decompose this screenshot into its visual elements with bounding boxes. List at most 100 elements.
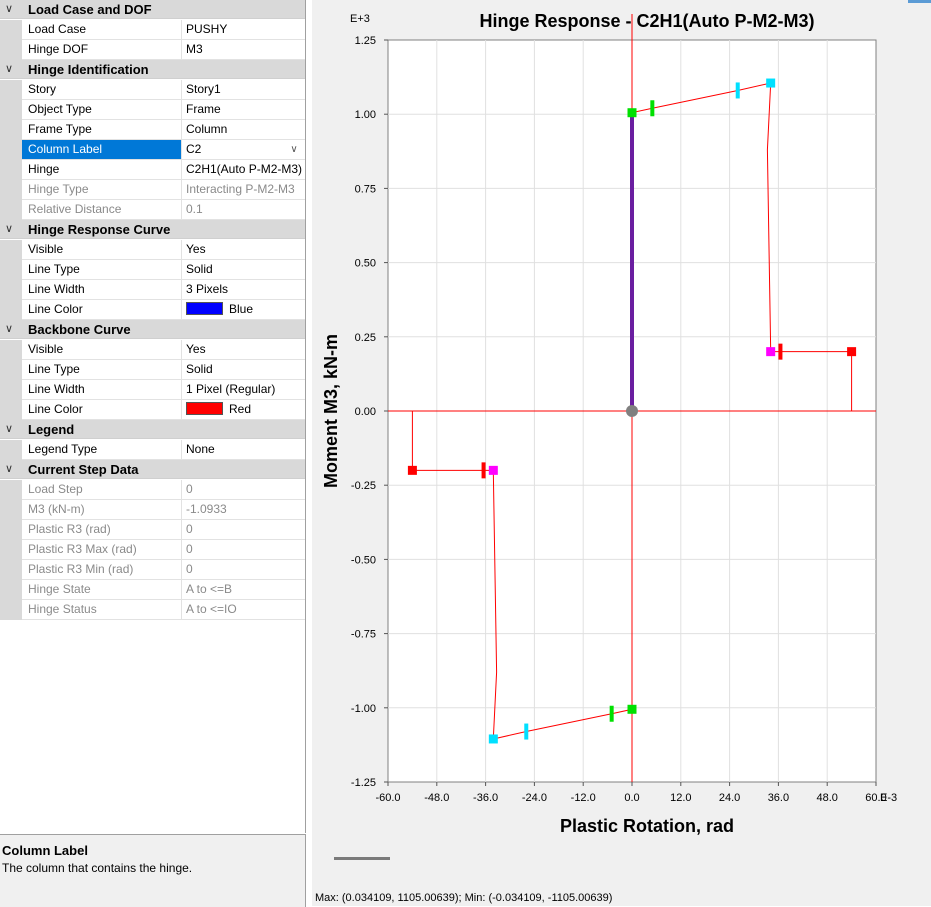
property-row-line-type[interactable]: Line Type Solid: [0, 360, 305, 380]
property-row-visible[interactable]: Visible Yes: [0, 340, 305, 360]
chevron-down-icon[interactable]: ∨: [5, 423, 14, 435]
property-value[interactable]: Yes: [182, 340, 305, 360]
chevron-down-icon[interactable]: ∨: [5, 3, 14, 15]
category-backbone-curve[interactable]: ∨ Backbone Curve: [0, 320, 305, 339]
property-value[interactable]: Red: [182, 400, 305, 420]
property-value[interactable]: M3: [182, 40, 305, 60]
backbone-point-marker: [766, 347, 776, 357]
property-row-line-width[interactable]: Line Width 3 Pixels: [0, 280, 305, 300]
category-label: Load Case and DOF: [28, 2, 152, 17]
panel-splitter-handle[interactable]: [334, 857, 390, 860]
property-value[interactable]: Solid: [182, 260, 305, 280]
property-grid: ∨ Load Case and DOF Load Case PUSHY Hinge DO…: [0, 0, 306, 833]
category-legend[interactable]: ∨ Legend: [0, 420, 305, 439]
property-name: Line Type: [22, 360, 182, 380]
property-row-plastic-r3-max-rad[interactable]: Plastic R3 Max (rad) 0: [0, 540, 305, 560]
x-tick-label: 48.0: [816, 792, 837, 804]
property-name: Hinge DOF: [22, 40, 182, 60]
property-row-legend-type[interactable]: Legend Type None: [0, 440, 305, 460]
backbone-point-marker: [766, 78, 776, 88]
property-name: Plastic R3 Max (rad): [22, 540, 182, 560]
property-value[interactable]: Blue: [182, 300, 305, 320]
property-row-hinge[interactable]: Hinge C2H1(Auto P-M2-M3): [0, 160, 305, 180]
property-row-line-color[interactable]: Line Color Red: [0, 400, 305, 420]
property-row-line-width[interactable]: Line Width 1 Pixel (Regular): [0, 380, 305, 400]
property-value[interactable]: C2H1(Auto P-M2-M3): [182, 160, 305, 180]
chevron-down-icon[interactable]: ∨: [5, 323, 14, 335]
property-row-line-color[interactable]: Line Color Blue: [0, 300, 305, 320]
x-tick-label: -36.0: [473, 792, 498, 804]
property-row-hinge-type[interactable]: Hinge Type Interacting P-M2-M3: [0, 180, 305, 200]
property-row-hinge-status[interactable]: Hinge Status A to <=IO: [0, 600, 305, 620]
property-row-load-step[interactable]: Load Step 0: [0, 480, 305, 500]
y-axis-title: Moment M3, kN-m: [321, 334, 341, 488]
property-value: 0.1: [182, 200, 305, 220]
row-gutter: [0, 540, 22, 560]
property-row-story[interactable]: Story Story1: [0, 80, 305, 100]
property-value[interactable]: Solid: [182, 360, 305, 380]
property-row-visible[interactable]: Visible Yes: [0, 240, 305, 260]
property-value[interactable]: 3 Pixels: [182, 280, 305, 300]
category-load-case-and-dof[interactable]: ∨ Load Case and DOF: [0, 0, 305, 19]
x-tick-label: 12.0: [670, 792, 691, 804]
chevron-down-icon[interactable]: ∨: [5, 463, 14, 475]
row-gutter: [0, 20, 22, 40]
property-value[interactable]: Yes: [182, 240, 305, 260]
property-name: Column Label: [22, 140, 182, 160]
property-name: Object Type: [22, 100, 182, 120]
property-name: Story: [22, 80, 182, 100]
row-gutter: [0, 340, 22, 360]
property-row-hinge-state[interactable]: Hinge State A to <=B: [0, 580, 305, 600]
chevron-down-icon[interactable]: ∨: [5, 223, 14, 235]
property-value: A to <=IO: [182, 600, 305, 620]
property-value[interactable]: Frame: [182, 100, 305, 120]
chevron-down-icon[interactable]: ∨: [5, 63, 14, 75]
property-row-frame-type[interactable]: Frame Type Column: [0, 120, 305, 140]
property-name: Hinge State: [22, 580, 182, 600]
property-name: Legend Type: [22, 440, 182, 460]
x-tick-label: 0.0: [624, 792, 639, 804]
property-row-relative-distance[interactable]: Relative Distance 0.1: [0, 200, 305, 220]
color-swatch[interactable]: [186, 302, 223, 315]
property-value[interactable]: 1 Pixel (Regular): [182, 380, 305, 400]
property-value: 0: [182, 520, 305, 540]
property-row-m3-kn-m[interactable]: M3 (kN-m) -1.0933: [0, 500, 305, 520]
property-row-hinge-dof[interactable]: Hinge DOF M3: [0, 40, 305, 60]
property-name: Frame Type: [22, 120, 182, 140]
property-name: Hinge Status: [22, 600, 182, 620]
property-value[interactable]: PUSHY: [182, 20, 305, 40]
row-gutter: [0, 520, 22, 540]
property-value: 0: [182, 480, 305, 500]
x-tick-label: -24.0: [522, 792, 547, 804]
property-row-object-type[interactable]: Object Type Frame: [0, 100, 305, 120]
property-value[interactable]: None: [182, 440, 305, 460]
property-row-line-type[interactable]: Line Type Solid: [0, 260, 305, 280]
color-swatch[interactable]: [186, 402, 223, 415]
dropdown-arrow-icon[interactable]: ∨: [290, 144, 298, 155]
performance-level-tick: [778, 343, 783, 360]
property-row-plastic-r3-rad[interactable]: Plastic R3 (rad) 0: [0, 520, 305, 540]
property-value-text: PUSHY: [186, 22, 228, 36]
y-tick-label: -0.75: [351, 629, 376, 641]
property-value[interactable]: Column: [182, 120, 305, 140]
backbone-point-marker: [627, 108, 637, 118]
performance-level-tick: [481, 462, 486, 479]
category-current-step-data[interactable]: ∨ Current Step Data: [0, 460, 305, 479]
category-hinge-response-curve[interactable]: ∨ Hinge Response Curve: [0, 220, 305, 239]
property-row-column-label[interactable]: Column Label C2 ∨: [0, 140, 305, 160]
property-row-load-case[interactable]: Load Case PUSHY: [0, 20, 305, 40]
backbone-point-marker: [407, 465, 417, 475]
property-value-text: Column: [186, 122, 228, 136]
category-label: Hinge Response Curve: [28, 222, 171, 237]
backbone-point-marker: [488, 465, 498, 475]
property-value-text: 0: [186, 562, 193, 576]
y-multiplier: E+3: [350, 13, 370, 25]
property-name: Hinge Type: [22, 180, 182, 200]
property-value-text: Blue: [229, 302, 254, 316]
property-value: -1.0933: [182, 500, 305, 520]
category-hinge-identification[interactable]: ∨ Hinge Identification: [0, 60, 305, 79]
property-row-plastic-r3-min-rad[interactable]: Plastic R3 Min (rad) 0: [0, 560, 305, 580]
property-value[interactable]: C2 ∨: [182, 140, 305, 160]
property-value[interactable]: Story1: [182, 80, 305, 100]
property-name: Hinge: [22, 160, 182, 180]
